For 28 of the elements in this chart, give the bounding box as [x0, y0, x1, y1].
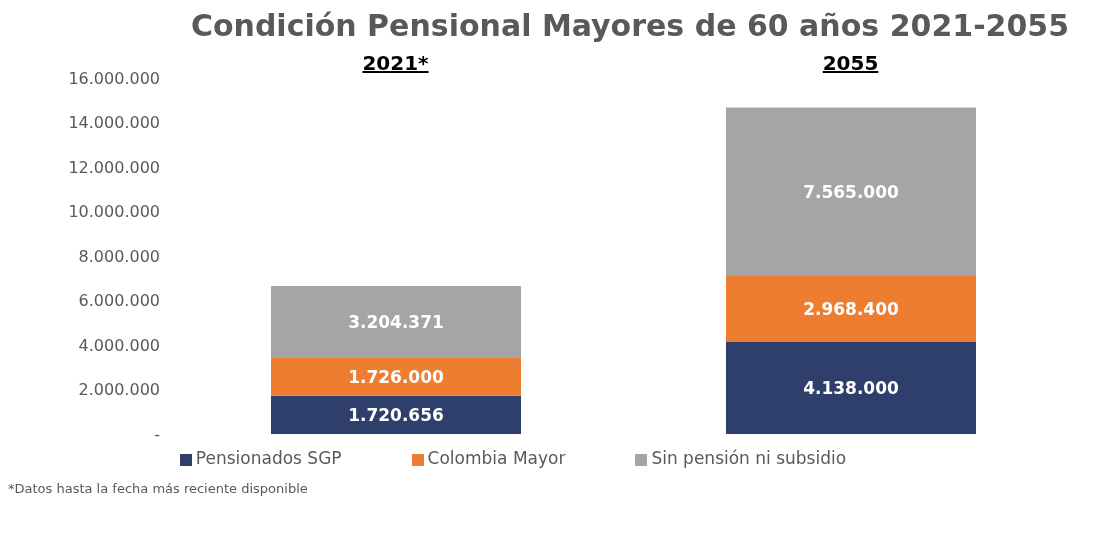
- x-tick-label: 2055: [822, 51, 879, 75]
- y-tick-label: 10.000.000: [68, 202, 160, 222]
- data-label: 2.968.400: [803, 298, 900, 319]
- y-tick-label: 4.000.000: [78, 335, 160, 355]
- y-tick-label: 2.000.000: [78, 380, 160, 400]
- y-tick-label: 16.000.000: [68, 68, 160, 88]
- data-label: 7.565.000: [803, 181, 900, 202]
- text: *Datos hasta la fecha más reciente disponible: [8, 481, 309, 496]
- chart-title: Condición Pensional Mayores de 60 años 2021-2055: [189, 8, 1071, 43]
- y-tick-label: 14.000.000: [68, 113, 160, 133]
- y-tick-label: 6.000.000: [78, 291, 160, 311]
- y-tick-label: -: [154, 424, 160, 444]
- bar: [271, 357, 521, 396]
- legend-label: Colombia Mayor: [427, 448, 566, 468]
- data-label: 1.720.656: [348, 404, 444, 425]
- bar: [271, 286, 521, 358]
- bar: [726, 275, 976, 342]
- data-label: 3.204.371: [348, 311, 444, 332]
- legend-label: Pensionados SGP: [195, 448, 342, 468]
- legend-label: Sin pensión ni subsidio: [651, 448, 847, 468]
- bar: [271, 395, 521, 434]
- data-label: 1.726.000: [348, 366, 445, 387]
- y-tick-label: 12.000.000: [68, 157, 160, 177]
- x-tick-label: 2021*: [362, 51, 430, 75]
- bar: [726, 107, 976, 276]
- bar: [726, 341, 976, 434]
- y-tick-label: 8.000.000: [78, 246, 160, 266]
- data-label: 4.138.000: [803, 378, 900, 398]
